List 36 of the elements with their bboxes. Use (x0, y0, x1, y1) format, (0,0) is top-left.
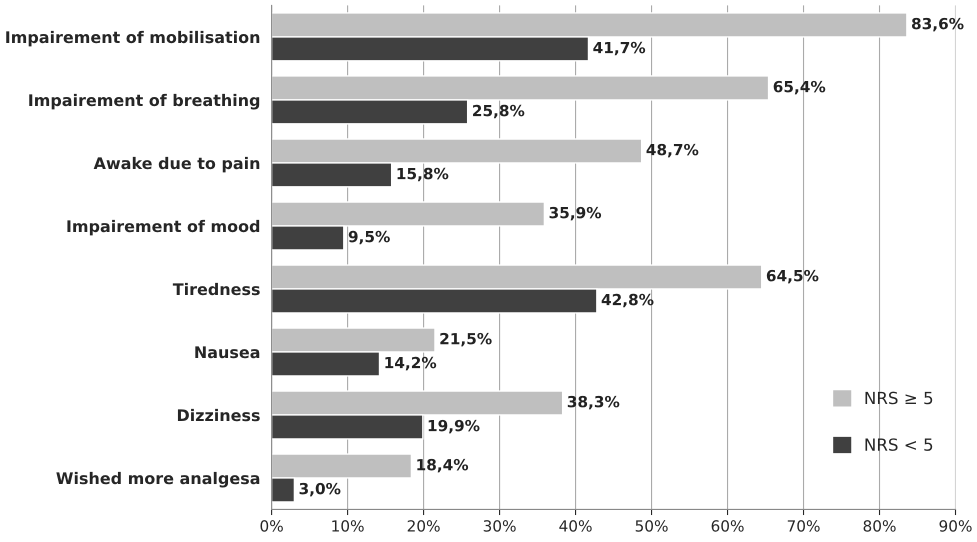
data-label: 38,3% (568, 396, 620, 410)
data-label: 42,8% (602, 294, 654, 308)
data-label: 9,5% (348, 230, 390, 244)
x-tick-label: 90% (939, 520, 972, 532)
y-tick-label: Impairement of breathing (29, 94, 260, 110)
data-label: 14,2% (385, 356, 436, 370)
data-label: 25,8% (473, 104, 524, 118)
y-tick-label: Tiredness (172, 282, 260, 296)
data-label: 83,6% (912, 18, 964, 32)
x-tick-label: 50% (636, 520, 668, 532)
data-label: 48,7% (646, 144, 698, 158)
legend-label: NRS ≥ 5 (866, 392, 932, 404)
data-label: 15,8% (398, 168, 448, 182)
y-tick-label: Impairement of mood (67, 220, 260, 236)
x-tick-label: 30% (484, 520, 516, 532)
data-label: 65,4% (774, 80, 826, 94)
y-tick-label: Dizziness (178, 408, 260, 422)
legend-label: NRS < 5 (866, 438, 932, 451)
x-tick-label: 10% (332, 520, 364, 532)
data-label: 21,5% (440, 332, 492, 346)
y-tick-label: Awake due to pain (94, 156, 260, 172)
x-tick-label: 60% (712, 520, 744, 532)
data-label: 18,4% (417, 458, 468, 472)
data-label: 3,0% (300, 482, 340, 496)
data-label: 35,9% (550, 206, 602, 220)
x-tick-label: 40% (559, 520, 592, 532)
y-tick-label: Nausea (195, 346, 260, 358)
data-label: 64,5% (766, 270, 818, 284)
data-label: 41,7% (593, 42, 646, 56)
x-tick-label: 20% (408, 520, 440, 532)
x-tick-label: 80% (864, 520, 896, 532)
data-label: 19,9% (428, 420, 480, 434)
x-tick-label: 0% (260, 520, 283, 532)
x-tick-label: 70% (788, 520, 820, 532)
y-tick-label: Wished more analgesa (56, 472, 260, 488)
y-tick-label: Impairement of mobilisation (6, 30, 260, 46)
